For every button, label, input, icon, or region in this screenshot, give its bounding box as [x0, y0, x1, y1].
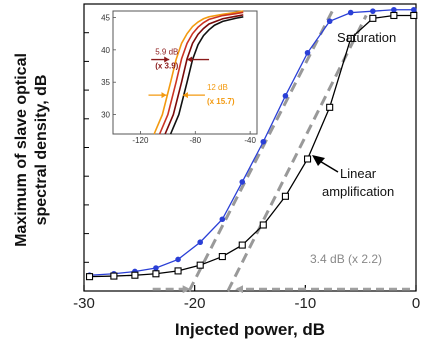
data-point — [304, 49, 311, 56]
main-series — [85, 6, 418, 281]
data-point — [196, 261, 204, 269]
data-point — [370, 8, 376, 14]
data-point — [197, 239, 203, 246]
x-tick-label: 0 — [412, 295, 420, 312]
shift-label: 3.4 dB (x 2.2) — [310, 252, 382, 266]
data-point — [175, 256, 181, 263]
data-point — [152, 270, 160, 278]
y-axis-title-line2: spectral density, dB — [33, 75, 50, 226]
data-point — [303, 155, 312, 163]
data-point — [391, 6, 397, 13]
inset-series-line — [164, 14, 244, 135]
main-y-ticks — [84, 3, 89, 292]
data-point — [238, 241, 246, 249]
inset-x-tick-label: -120 — [132, 136, 149, 145]
data-point — [347, 9, 354, 16]
series-line — [89, 9, 414, 276]
series-line — [89, 14, 414, 278]
y-axis-title-line1: Maximum of slave optical — [13, 53, 30, 247]
saturation-label: Saturation — [337, 30, 396, 45]
inset-series-line — [153, 10, 244, 135]
data-point — [174, 267, 182, 275]
inset-arrowhead — [164, 56, 170, 63]
data-point — [218, 253, 226, 261]
data-point — [153, 265, 159, 271]
inset-x-tick-label: -80 — [190, 136, 202, 145]
x-tick-label: -10 — [294, 295, 316, 312]
data-point — [347, 34, 355, 42]
data-point — [260, 138, 267, 145]
data-point — [326, 103, 334, 111]
inset-arrowhead — [161, 92, 167, 99]
inset-x-tick-label: -40 — [244, 136, 256, 145]
inset-y-tick-label: 30 — [101, 111, 110, 120]
inset-annotation-factor: (x 3.9) — [155, 62, 178, 71]
data-point — [239, 179, 246, 185]
inset-series-line — [169, 16, 244, 135]
data-point — [85, 273, 94, 281]
data-point — [282, 93, 289, 99]
inset-y-tick-label: 45 — [101, 13, 110, 22]
inset-ticks: -120 -80 -40 30 35 40 45 — [101, 13, 256, 145]
linear-label-line1: Linear — [340, 166, 377, 181]
inset-series — [153, 10, 244, 135]
x-tick-label: -30 — [73, 295, 95, 312]
data-point — [390, 11, 398, 20]
inset-y-tick-label: 35 — [101, 78, 110, 87]
inset-y-tick-label: 40 — [101, 46, 110, 55]
data-point — [131, 271, 139, 279]
data-point — [110, 272, 118, 280]
data-point — [410, 11, 418, 20]
data-point — [281, 192, 289, 200]
main-x-ticks: -30 -20 -10 0 — [73, 285, 420, 312]
data-point — [219, 216, 226, 223]
x-axis-title: Injected power, dB — [175, 320, 325, 339]
linear-label-line2: amplification — [322, 184, 394, 199]
data-point — [326, 18, 333, 25]
x-tick-label: -20 — [184, 295, 206, 312]
inset-arrowhead — [182, 92, 188, 99]
data-point — [369, 14, 377, 22]
data-point — [410, 6, 417, 13]
inset-frame — [112, 10, 258, 135]
inset-annotations: 5.9 dB (x 3.9) 12 dB (x 15.7) — [148, 48, 235, 106]
linear-arrowhead — [312, 155, 325, 166]
inset-annotation-factor: (x 15.7) — [207, 97, 235, 106]
data-point — [259, 221, 267, 229]
fit-line — [187, 9, 335, 292]
inset-series-line — [158, 11, 244, 135]
inset-annotation-value: 12 dB — [207, 83, 228, 92]
inset-annotation-value: 5.9 dB — [155, 48, 178, 57]
inset-arrowhead — [187, 56, 193, 63]
